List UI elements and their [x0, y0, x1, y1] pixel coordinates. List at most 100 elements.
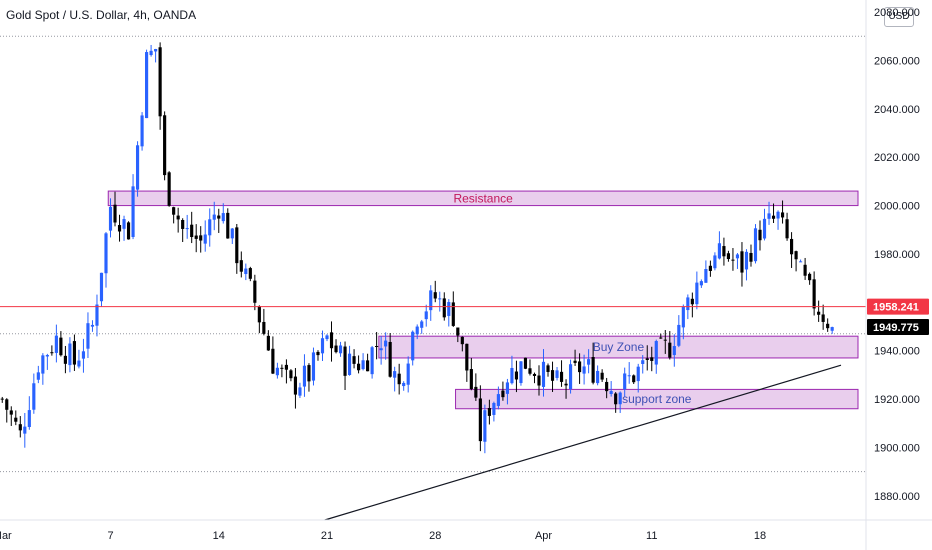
- candle-body: [826, 323, 830, 329]
- time-tick-label: Apr: [535, 530, 552, 542]
- candle-body: [50, 352, 54, 354]
- candle: [203, 220, 207, 252]
- candle: [140, 112, 144, 151]
- candle: [126, 221, 131, 240]
- candle: [600, 369, 604, 382]
- candle: [523, 357, 528, 370]
- candle: [641, 355, 645, 374]
- candle: [384, 332, 388, 360]
- candle-body: [510, 367, 514, 384]
- candle: [537, 365, 541, 396]
- candle: [257, 305, 261, 334]
- candle: [199, 226, 203, 253]
- candle: [167, 171, 171, 207]
- trendline[interactable]: [324, 364, 842, 521]
- candle-body: [172, 207, 176, 215]
- candle-body: [708, 265, 712, 271]
- candle: [496, 386, 500, 410]
- candle: [546, 363, 550, 377]
- candle-body: [578, 361, 582, 373]
- candle-body: [713, 255, 717, 269]
- candle-body: [338, 345, 343, 354]
- candle-body: [636, 366, 640, 382]
- candle: [334, 339, 338, 354]
- candle: [397, 363, 401, 395]
- resistance-label: Resistance: [453, 191, 513, 205]
- candle-body: [442, 298, 446, 318]
- candle: [393, 366, 397, 392]
- candle: [740, 242, 744, 287]
- candle: [753, 224, 758, 264]
- candle: [361, 353, 365, 371]
- candle: [41, 353, 45, 385]
- candle-body: [424, 311, 428, 320]
- candle-body: [393, 371, 397, 378]
- price-axis: 1880.0001900.0001920.0001940.0001960.000…: [874, 7, 920, 503]
- candle: [573, 349, 577, 366]
- candle-body: [438, 298, 442, 300]
- candle: [722, 237, 726, 266]
- candle-body: [117, 225, 122, 232]
- candle: [95, 294, 99, 337]
- candle-body: [334, 345, 338, 353]
- zone-labels: Resistance Buy Zone support zone: [453, 191, 691, 406]
- candle: [307, 363, 311, 392]
- candle-body: [573, 360, 577, 363]
- candle: [726, 250, 731, 262]
- candle: [699, 279, 703, 288]
- candle-body: [609, 391, 613, 395]
- candle-body: [465, 343, 469, 371]
- candle-body: [654, 341, 658, 365]
- candle: [749, 244, 753, 267]
- price-tick-label: 1980.000: [874, 249, 920, 261]
- candle-body: [564, 383, 568, 386]
- candle: [514, 360, 519, 393]
- candle-body: [627, 375, 631, 377]
- candle: [609, 381, 613, 397]
- candle-body: [167, 172, 171, 206]
- candle-body: [767, 213, 771, 219]
- price-tick-label: 2080.000: [874, 7, 920, 19]
- candle-body: [776, 211, 780, 219]
- candle-body: [176, 215, 180, 220]
- candle-body: [523, 357, 528, 369]
- candle: [744, 249, 749, 281]
- candle-body: [122, 219, 126, 229]
- candle: [154, 48, 158, 63]
- candle: [329, 321, 334, 362]
- currency-button[interactable]: USD: [884, 7, 914, 27]
- candle: [812, 271, 816, 316]
- candle: [799, 259, 803, 263]
- annotation-lines: [0, 306, 866, 521]
- candle-body: [821, 314, 825, 322]
- candle-body: [320, 338, 325, 354]
- buy-zone-zone[interactable]: [378, 335, 859, 359]
- candle: [402, 381, 406, 391]
- candle-body: [537, 375, 541, 386]
- candle: [808, 272, 812, 285]
- candle-body: [212, 214, 216, 220]
- candle-body: [239, 260, 243, 272]
- candle-body: [402, 382, 406, 387]
- candle-body: [63, 355, 67, 364]
- candle: [758, 220, 762, 251]
- candle-body: [519, 361, 523, 384]
- support-zone-zone[interactable]: [455, 388, 859, 410]
- time-tick-label: 11: [646, 530, 657, 542]
- last-price-tag-bg: [867, 319, 929, 336]
- candle-body: [780, 212, 785, 218]
- candle-body: [699, 281, 703, 286]
- candle-body: [397, 373, 401, 385]
- candle-body: [726, 253, 731, 260]
- candle: [366, 353, 370, 372]
- candle: [771, 203, 776, 224]
- candle: [456, 327, 460, 343]
- candle-body: [735, 254, 740, 259]
- resistance-zone[interactable]: [107, 190, 859, 207]
- time-tick-label: 18: [754, 530, 766, 542]
- price-tags: 1958.241 1949.775: [867, 298, 929, 336]
- candle-body: [785, 219, 789, 239]
- candle: [27, 396, 31, 430]
- candle-body: [582, 366, 586, 374]
